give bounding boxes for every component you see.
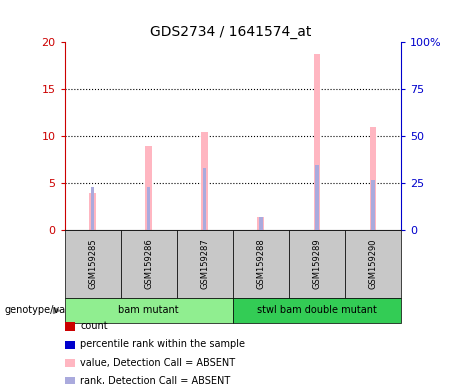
Text: GSM159285: GSM159285	[88, 239, 97, 289]
Bar	[145, 146, 152, 230]
Bar	[370, 127, 376, 230]
Bar	[315, 164, 319, 230]
Text: value, Detection Call = ABSENT: value, Detection Call = ABSENT	[80, 358, 235, 368]
Bar	[201, 132, 208, 230]
Text: stwl bam double mutant: stwl bam double mutant	[257, 305, 377, 315]
Text: bam mutant: bam mutant	[118, 305, 179, 315]
Bar	[203, 168, 207, 230]
Bar	[372, 180, 375, 230]
Text: GSM159288: GSM159288	[256, 238, 266, 290]
Bar	[91, 187, 94, 230]
Text: GSM159286: GSM159286	[144, 238, 153, 290]
Text: genotype/variation: genotype/variation	[5, 305, 97, 315]
Text: rank, Detection Call = ABSENT: rank, Detection Call = ABSENT	[80, 376, 230, 384]
Text: count: count	[80, 321, 108, 331]
Bar	[258, 217, 264, 230]
Text: GDS2734 / 1641574_at: GDS2734 / 1641574_at	[150, 25, 311, 39]
Text: GSM159287: GSM159287	[200, 238, 209, 290]
Bar	[147, 187, 150, 230]
Text: percentile rank within the sample: percentile rank within the sample	[80, 339, 245, 349]
Bar	[259, 217, 262, 230]
Bar	[313, 55, 320, 230]
Text: GSM159290: GSM159290	[368, 239, 378, 289]
Bar	[89, 193, 96, 230]
Text: GSM159289: GSM159289	[313, 239, 321, 289]
